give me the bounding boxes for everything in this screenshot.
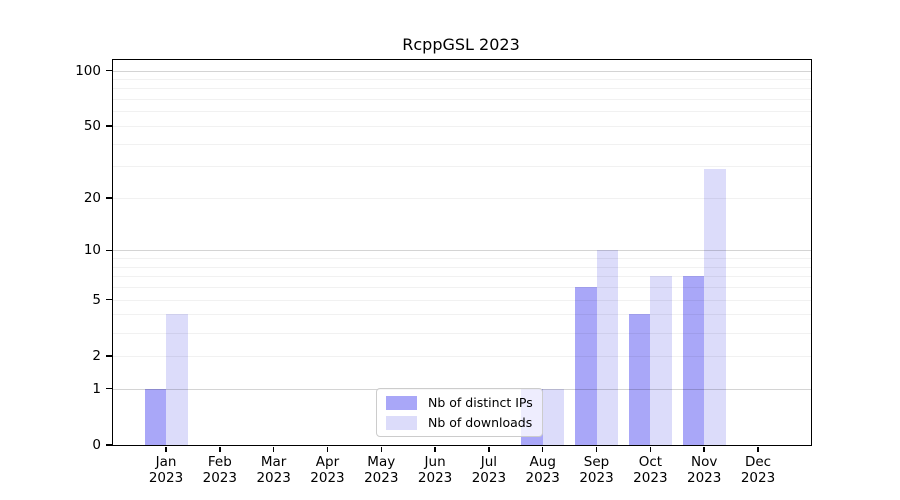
y-tick-20 [106,197,112,199]
bar-distinct-ips-jan [144,388,166,445]
y-tick-label-50: 50 [83,117,101,134]
legend-item-downloads: Nb of downloads [386,415,533,430]
y-tick-label-2: 2 [92,347,101,364]
gridline-y-70 [113,99,811,101]
x-tick-may [380,447,382,452]
y-tick-2 [106,355,112,357]
y-tick-50 [106,125,112,127]
bar-downloads-nov [704,169,726,445]
x-tick-label-mar: Mar 2023 [256,454,291,486]
gridline-y-80 [113,88,811,90]
y-tick-label-10: 10 [83,242,101,259]
plot-area: Jan 2023 Feb 2023 Mar 2023 Apr 2023 May 2023 Jun 20… [75,59,812,486]
bar-distinct-ips-oct [628,314,651,445]
legend-label-downloads: Nb of downloads [428,415,533,430]
bar-downloads-sep [596,250,619,445]
gridline-y-30 [113,166,811,168]
grid-layer [113,60,811,445]
legend: Nb of distinct IPs Nb of downloads [376,388,543,437]
y-tick-label-5: 5 [92,291,101,308]
legend-label-distinct-ips: Nb of distinct IPs [428,395,533,410]
gridline-y-50 [113,126,811,127]
x-tick-aug [542,447,544,452]
x-tick-label-jan: Jan 2023 [148,454,184,486]
x-tick-feb [219,447,221,452]
gridline-y-60 [113,111,811,113]
x-tick-oct [649,447,652,452]
gridline-y-3 [113,332,811,334]
x-tick-nov [703,447,705,452]
gridline-y-20 [113,198,811,199]
x-tick-label-sep: Sep 2023 [579,454,614,486]
bar-distinct-ips-nov [682,276,705,445]
y-tick-label-20: 20 [83,189,101,206]
x-tick-apr [326,447,329,452]
x-tick-sep [595,447,598,452]
x-tick-label-jul: Jul 2023 [471,454,507,486]
x-tick-jan [165,447,167,452]
gridline-y-9 [113,258,811,260]
chart-title: RcppGSL 2023 [402,35,520,54]
x-tick-label-jun: Jun 2023 [417,454,453,486]
y-tick-label-0: 0 [92,437,101,453]
bar-distinct-ips-sep [575,287,597,445]
x-tick-jun [434,447,436,452]
x-tick-label-oct: Oct 2023 [633,454,668,486]
x-tick-label-aug: Aug 2023 [525,454,560,486]
x-tick-label-nov: Nov 2023 [686,454,722,486]
x-tick-label-may: May 2023 [364,454,399,486]
x-tick-label-apr: Apr 2023 [310,454,345,486]
gridline-y-90 [113,79,811,80]
axes-layer: Jan 2023 Feb 2023 Mar 2023 Apr 2023 May 2023 Jun 20… [75,60,811,486]
x-tick-jul [488,447,490,452]
y-tick-10 [106,249,112,252]
y-tick-100 [106,69,112,72]
gridline-y-40 [113,143,811,145]
bar-downloads-jan [166,314,188,445]
y-tick-label-1: 1 [92,380,101,397]
bar-downloads-aug [542,388,565,445]
x-tick-label-feb: Feb 2023 [202,454,237,486]
bars-layer [113,60,811,445]
gridline-y-6 [113,287,811,289]
y-tick-label-100: 100 [75,62,101,79]
legend-swatch-distinct-ips [386,395,417,410]
gridline-y-2 [113,355,811,357]
gridline-y-4 [113,314,811,316]
legend-swatch-downloads [386,415,417,430]
gridline-y-100 [113,70,811,72]
gridline-y-8 [113,266,811,268]
gridline-y-5 [113,299,811,301]
x-tick-mar [272,447,275,452]
bar-downloads-oct [650,276,672,445]
gridline-y-7 [113,276,811,278]
y-tick-0 [106,444,112,446]
y-tick-5 [106,298,112,301]
legend-item-distinct-ips: Nb of distinct IPs [386,395,533,410]
x-tick-label-dec: Dec 2023 [740,454,776,486]
x-tick-dec [757,447,759,452]
gridline-y-10 [113,250,811,252]
y-tick-1 [106,388,112,390]
